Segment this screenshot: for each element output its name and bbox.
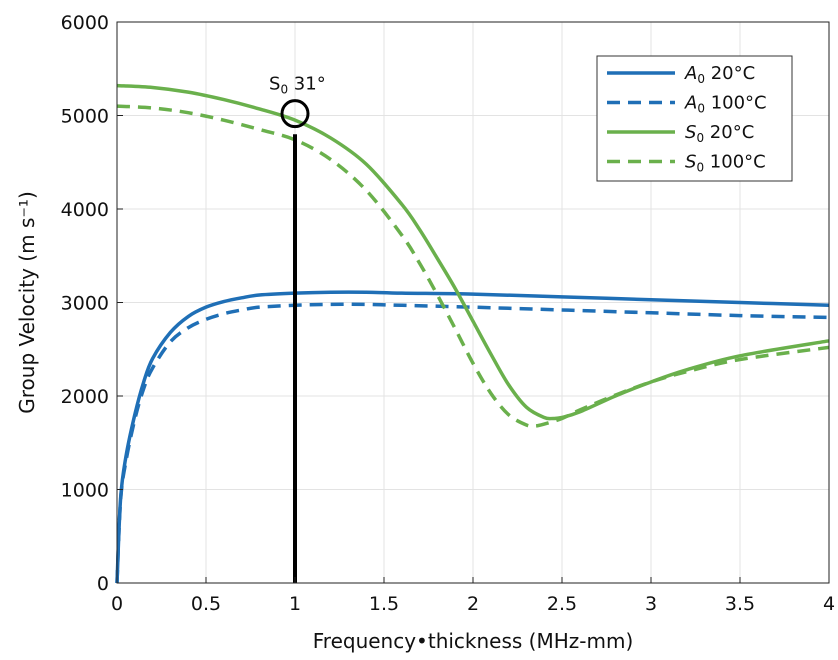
- annotation-label: S0 31°: [269, 74, 326, 97]
- y-tick-label: 3000: [61, 293, 109, 315]
- legend: A0 20°C A0 100°C S0 20°C S0 100°C: [596, 55, 793, 182]
- marker-circle: [280, 99, 310, 129]
- legend-label-0: A0 20°C: [684, 63, 755, 86]
- x-axis-label: Frequency•thickness (MHz-mm): [313, 629, 634, 653]
- y-tick-label: 2000: [61, 386, 109, 408]
- y-tick-label: 6000: [61, 12, 109, 34]
- x-tick-label: 1.5: [369, 593, 399, 615]
- series-line-3: [116, 104, 830, 428]
- y-tick-label: 0: [97, 573, 109, 595]
- series-layer: [115, 83, 830, 584]
- y-tick-label: 5000: [61, 106, 109, 128]
- y-tick-label: 1000: [61, 480, 109, 502]
- annotation-layer: S0 31°: [269, 74, 326, 583]
- legend-label-2: S0 20°C: [685, 122, 754, 145]
- x-tick-label: 0.5: [191, 593, 221, 615]
- x-tick-label: 4: [823, 593, 835, 615]
- legend-label-3: S0 100°C: [685, 152, 766, 175]
- y-axis-ticks: 0 1000 2000 3000 4000 5000 6000: [61, 12, 123, 595]
- legend-label-1: A0 100°C: [684, 93, 767, 116]
- y-axis-label: Group Velocity (m s⁻¹): [15, 191, 39, 414]
- x-tick-label: 1: [289, 593, 301, 615]
- x-tick-label: 3: [645, 593, 657, 615]
- series-line-1: [115, 302, 830, 584]
- x-tick-label: 0: [111, 593, 123, 615]
- x-tick-label: 2: [467, 593, 479, 615]
- x-tick-label: 3.5: [725, 593, 755, 615]
- x-tick-label: 2.5: [547, 593, 577, 615]
- x-axis-ticks: 0 0.5 1 1.5 2 2.5 3 3.5 4: [111, 577, 835, 615]
- y-tick-label: 4000: [61, 199, 109, 221]
